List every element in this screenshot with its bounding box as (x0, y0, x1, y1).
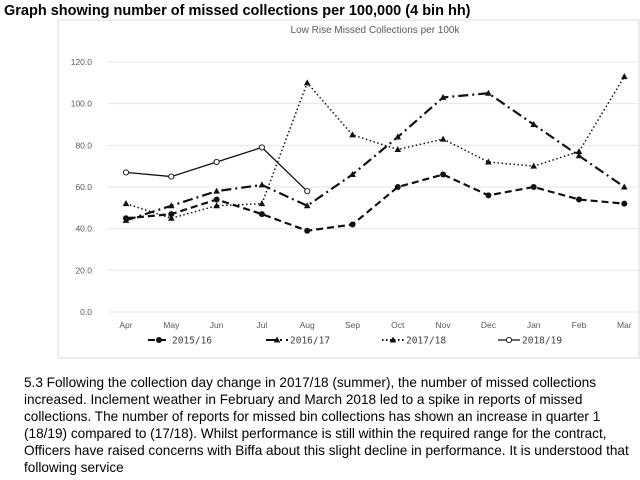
series-line (125, 92, 625, 222)
data-point (349, 221, 356, 228)
y-tick-label: 60.0 (75, 182, 92, 192)
y-tick-label: 120.0 (71, 57, 93, 67)
data-point (439, 93, 447, 100)
data-point (304, 188, 311, 195)
data-point (213, 202, 220, 209)
data-point (621, 200, 628, 207)
data-point (258, 144, 265, 151)
x-tick-label: Sep (345, 320, 360, 330)
x-tick-label: Jun (210, 320, 224, 330)
data-point (485, 158, 492, 165)
data-point (394, 133, 402, 140)
data-point (440, 171, 447, 178)
series-2016-17 (122, 89, 628, 223)
data-point (530, 184, 537, 190)
data-point (168, 211, 175, 218)
x-tick-label: Mar (617, 320, 632, 330)
legend-item: 2018/19 (498, 336, 562, 347)
data-point (258, 181, 266, 188)
y-tick-label: 100.0 (71, 99, 93, 109)
y-tick-label: 20.0 (75, 265, 92, 275)
chart-frame (57, 19, 640, 359)
data-point (505, 336, 513, 344)
data-point (168, 214, 175, 221)
x-tick-label: Feb (572, 320, 587, 330)
chart-title: Low Rise Missed Collections per 100k (291, 25, 461, 36)
data-point (349, 131, 356, 138)
x-tick-label: Jul (256, 320, 267, 330)
data-point (168, 202, 175, 209)
series-2015-16 (123, 171, 628, 234)
series-2017-18 (122, 73, 628, 221)
data-point (389, 336, 397, 343)
data-point (621, 183, 628, 190)
series-2018-19 (122, 144, 311, 195)
data-point (213, 196, 220, 203)
y-tick-label: 0.0 (80, 307, 92, 317)
data-point (122, 169, 130, 176)
body-paragraph: 5.3 Following the collection day change … (24, 375, 629, 475)
data-point (485, 192, 492, 199)
series-line (125, 76, 625, 220)
legend-item: 2015/16 (148, 336, 212, 347)
y-tick-label: 80.0 (75, 140, 92, 150)
data-point (349, 171, 356, 177)
data-point (621, 73, 628, 80)
data-point (122, 200, 130, 207)
x-tick-label: Dec (481, 320, 497, 330)
data-point (394, 184, 401, 190)
x-tick-label: Jan (527, 320, 541, 330)
data-point (576, 196, 582, 203)
data-point (258, 200, 266, 207)
legend-label: 2017/18 (406, 336, 446, 347)
data-point (303, 79, 311, 86)
data-point (122, 216, 130, 223)
page-heading: Graph showing number of missed collectio… (4, 3, 471, 19)
data-point (530, 162, 537, 169)
line-chart: Low Rise Missed Collections per 100k 0.0 2… (57, 19, 640, 359)
data-point (394, 146, 402, 152)
data-point (168, 173, 175, 180)
data-point (273, 336, 281, 343)
data-point (304, 227, 311, 234)
data-point (213, 158, 220, 166)
legend-item: 2016/17 (266, 336, 330, 347)
legend-label: 2018/19 (522, 336, 562, 347)
data-point (156, 337, 162, 343)
data-point (258, 211, 265, 218)
legend-label: 2015/16 (172, 336, 212, 347)
data-point (530, 121, 537, 127)
data-point (575, 148, 583, 155)
data-point (439, 135, 447, 142)
data-point (213, 187, 220, 194)
legend-item: 2017/18 (382, 336, 446, 347)
x-tick-label: May (163, 320, 180, 330)
x-tick-label: Apr (119, 320, 132, 330)
data-point (575, 152, 583, 159)
y-tick-label: 40.0 (75, 224, 92, 234)
x-tick-label: Oct (391, 320, 405, 330)
legend-label: 2016/17 (290, 336, 330, 347)
x-tick-label: Aug (300, 320, 315, 330)
data-point (303, 202, 311, 209)
series-line (125, 173, 625, 232)
x-tick-label: Nov (436, 320, 452, 330)
data-point (485, 89, 492, 96)
